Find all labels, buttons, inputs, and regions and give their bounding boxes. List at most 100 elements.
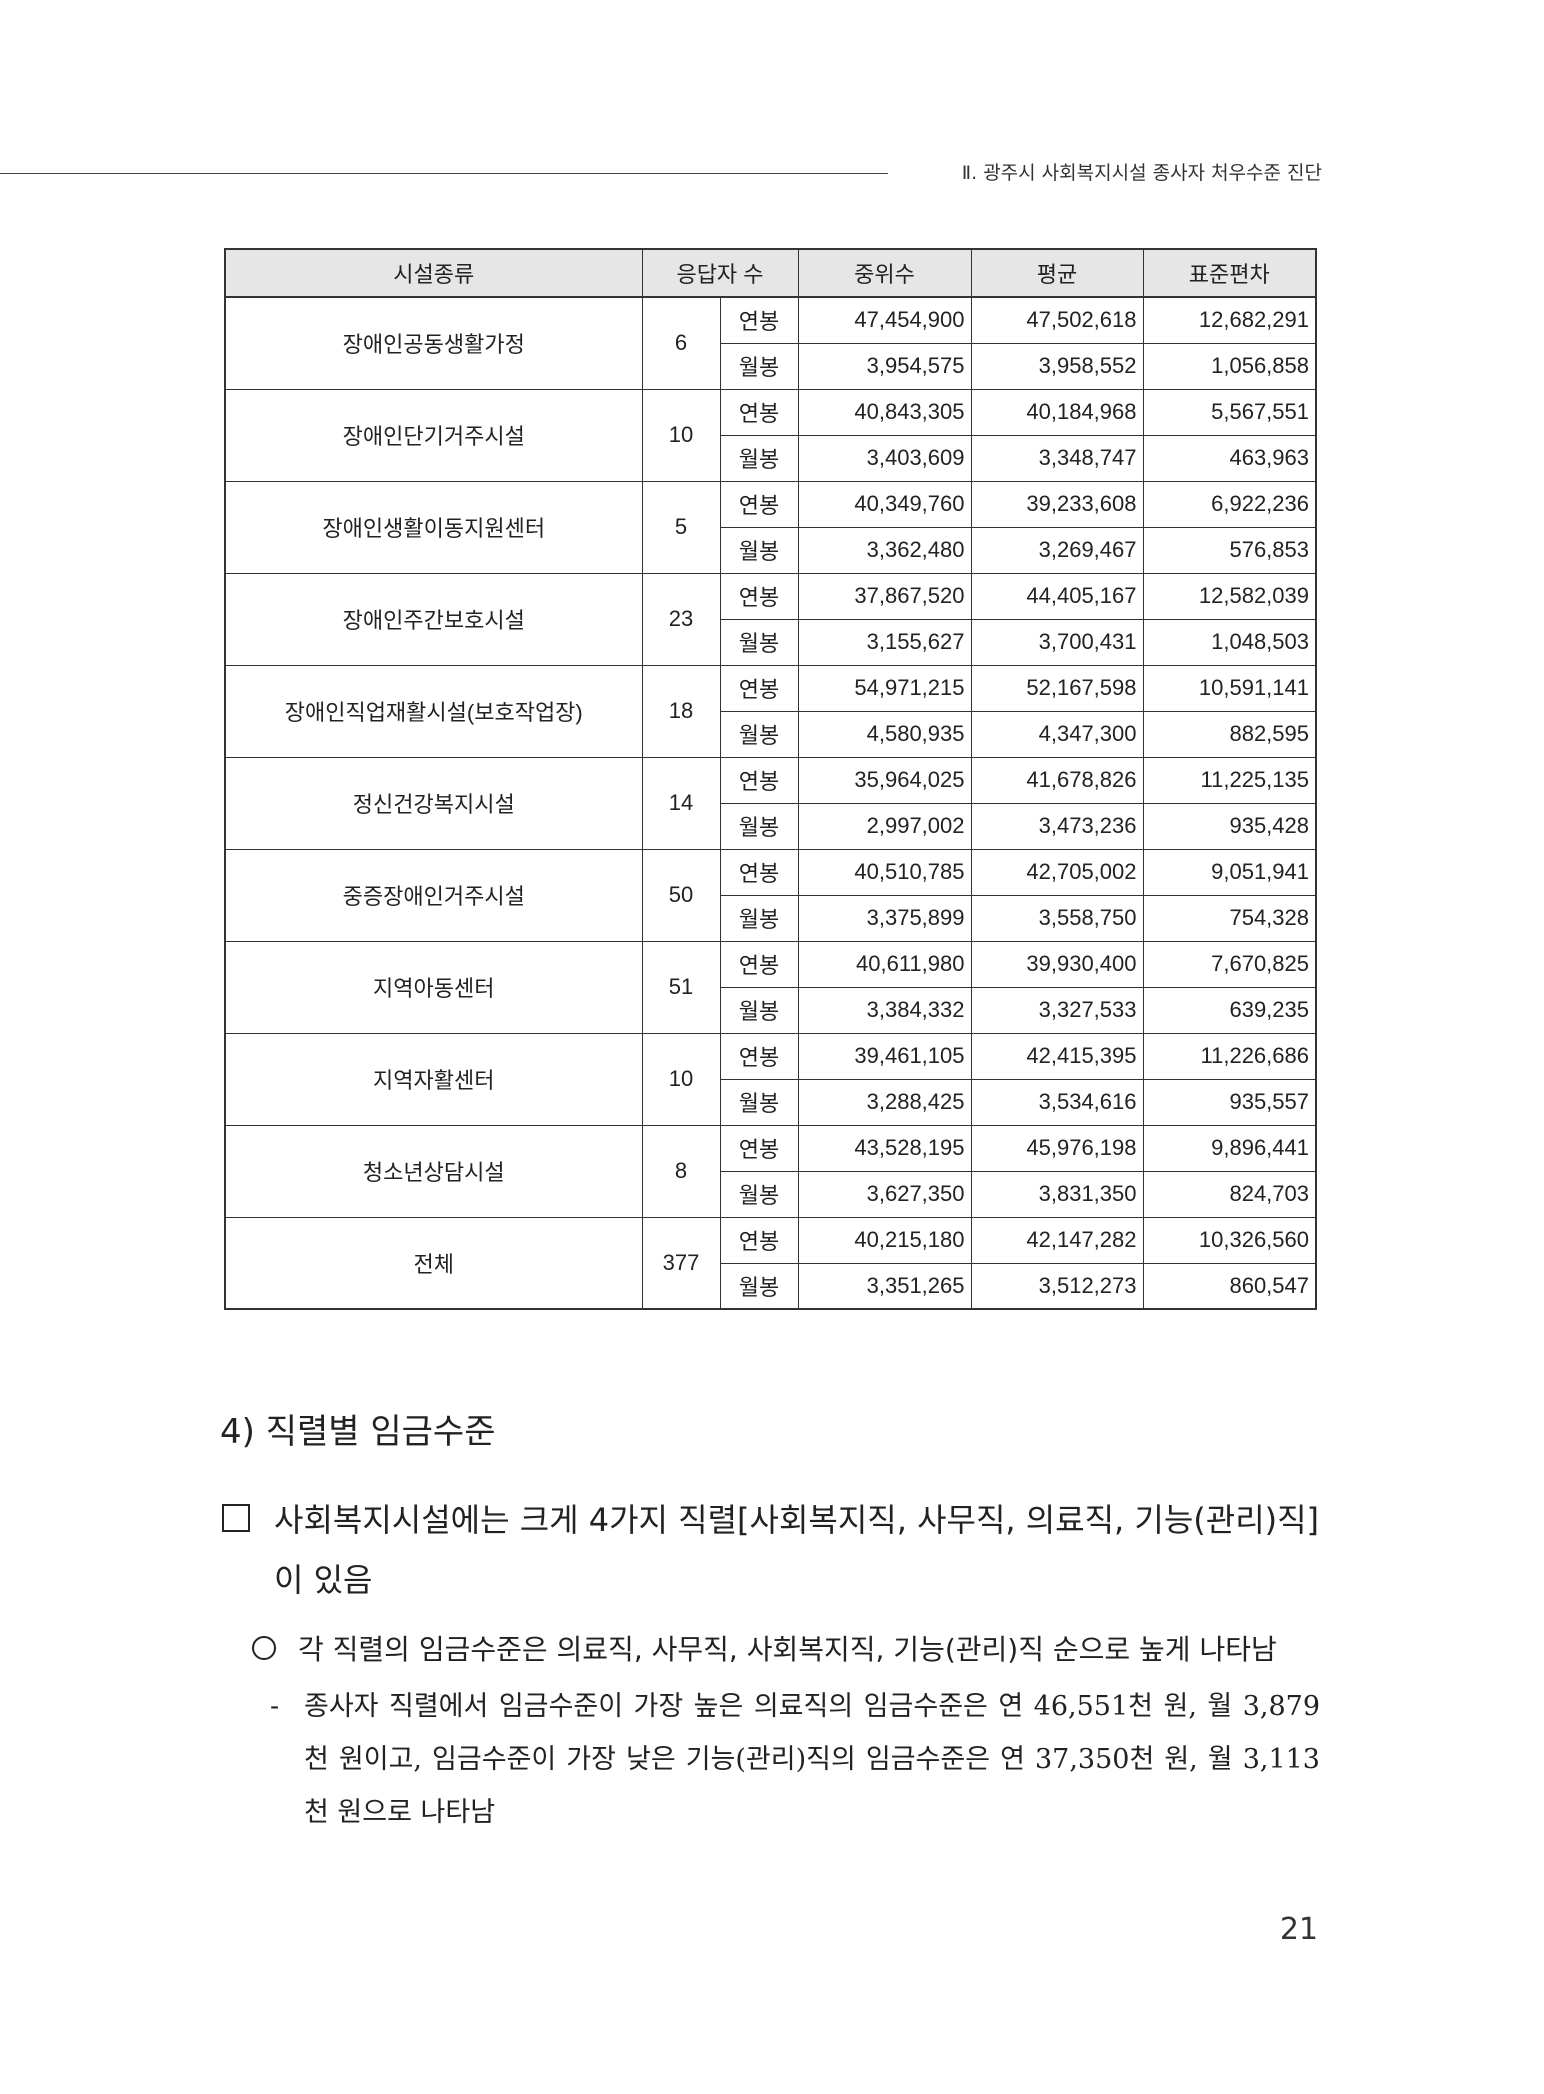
stddev-value: 7,670,825 — [1142, 940, 1317, 988]
facility-name: 장애인공동생활가정 — [224, 296, 643, 390]
median-value: 43,528,195 — [797, 1124, 972, 1172]
stddev-value: 9,051,941 — [1142, 848, 1317, 896]
table-row: 월봉 3,155,627 3,700,431 1,048,503 — [225, 618, 1317, 666]
pay-type-label: 연봉 — [719, 572, 799, 620]
respondent-count: 50 — [641, 848, 721, 942]
table-row: 월봉 3,627,350 3,831,350 824,703 — [225, 1170, 1317, 1218]
median-value: 47,454,900 — [797, 296, 972, 344]
facility-name: 장애인직업재활시설(보호작업장) — [224, 664, 643, 758]
stddev-value: 754,328 — [1142, 894, 1317, 942]
median-value: 37,867,520 — [797, 572, 972, 620]
stddev-value: 10,326,560 — [1142, 1216, 1317, 1264]
stddev-value: 860,547 — [1142, 1262, 1317, 1310]
respondent-count: 10 — [641, 388, 721, 482]
mean-value: 41,678,826 — [970, 756, 1144, 804]
stddev-value: 882,595 — [1142, 710, 1317, 758]
mean-value: 3,327,533 — [970, 986, 1144, 1034]
respondent-count: 10 — [641, 1032, 721, 1126]
stddev-value: 1,056,858 — [1142, 342, 1317, 390]
mean-value: 42,705,002 — [970, 848, 1144, 896]
stddev-value: 11,225,135 — [1142, 756, 1317, 804]
table-row: 월봉 3,351,265 3,512,273 860,547 — [225, 1262, 1317, 1310]
pay-type-label: 월봉 — [719, 986, 799, 1034]
facility-name: 중증장애인거주시설 — [224, 848, 643, 942]
median-value: 3,384,332 — [797, 986, 972, 1034]
salary-table: 시설종류 응답자 수 중위수 평균 표준편차 장애인공동생활가정 6 연봉 47,45… — [224, 248, 1317, 1310]
mean-value: 3,958,552 — [970, 342, 1144, 390]
page-number: 21 — [1279, 1912, 1318, 1947]
box-paragraph: 사회복지시설에는 크게 4가지 직렬[사회복지직, 사무직, 의료직, 기능(관… — [222, 1490, 1322, 1610]
facility-name: 장애인단기거주시설 — [224, 388, 643, 482]
pay-type-label: 연봉 — [719, 1216, 799, 1264]
facility-name: 지역아동센터 — [224, 940, 643, 1034]
pay-type-label: 월봉 — [719, 342, 799, 390]
pay-type-label: 월봉 — [719, 1262, 799, 1310]
col-header-facility: 시설종류 — [224, 248, 643, 298]
table-row: 지역아동센터 51 연봉 40,611,980 39,930,400 7,670,825 — [224, 940, 1317, 1034]
section-heading: 4) 직렬별 임금수준 — [220, 1412, 496, 1452]
median-value: 3,627,350 — [797, 1170, 972, 1218]
col-header-respondents: 응답자 수 — [641, 248, 799, 298]
dash-paragraph: - 종사자 직렬에서 임금수준이 가장 높은 의료직의 임금수준은 연 46,5… — [270, 1680, 1320, 1839]
median-value: 3,288,425 — [797, 1078, 972, 1126]
mean-value: 42,147,282 — [970, 1216, 1144, 1264]
table-row: 청소년상담시설 8 연봉 43,528,195 45,976,198 9,896,441 — [224, 1124, 1317, 1218]
pay-type-label: 월봉 — [719, 802, 799, 850]
respondent-count: 14 — [641, 756, 721, 850]
table-row: 장애인주간보호시설 23 연봉 37,867,520 44,405,167 12,582,… — [224, 572, 1317, 666]
pay-type-label: 연봉 — [719, 940, 799, 988]
median-value: 40,843,305 — [797, 388, 972, 436]
mean-value: 40,184,968 — [970, 388, 1144, 436]
mean-value: 3,512,273 — [970, 1262, 1144, 1310]
mean-value: 3,831,350 — [970, 1170, 1144, 1218]
table-row: 월봉 2,997,002 3,473,236 935,428 — [225, 802, 1317, 850]
mean-value: 42,415,395 — [970, 1032, 1144, 1080]
median-value: 40,215,180 — [797, 1216, 972, 1264]
median-value: 3,351,265 — [797, 1262, 972, 1310]
stddev-value: 463,963 — [1142, 434, 1317, 482]
median-value: 40,611,980 — [797, 940, 972, 988]
mean-value: 3,534,616 — [970, 1078, 1144, 1126]
facility-name: 장애인주간보호시설 — [224, 572, 643, 666]
table-row: 장애인단기거주시설 10 연봉 40,843,305 40,184,968 5,567,5… — [224, 388, 1317, 482]
pay-type-label: 연봉 — [719, 1032, 799, 1080]
mean-value: 39,233,608 — [970, 480, 1144, 528]
stddev-value: 11,226,686 — [1142, 1032, 1317, 1080]
box-paragraph-text: 사회복지시설에는 크게 4가지 직렬[사회복지직, 사무직, 의료직, 기능(관… — [274, 1501, 1320, 1599]
pay-type-label: 연봉 — [719, 388, 799, 436]
stddev-value: 12,682,291 — [1142, 296, 1317, 344]
median-value: 40,349,760 — [797, 480, 972, 528]
respondent-count: 5 — [641, 480, 721, 574]
respondent-count: 8 — [641, 1124, 721, 1218]
mean-value: 3,473,236 — [970, 802, 1144, 850]
pay-type-label: 월봉 — [719, 1170, 799, 1218]
pay-type-label: 연봉 — [719, 848, 799, 896]
stddev-value: 6,922,236 — [1142, 480, 1317, 528]
stddev-value: 935,557 — [1142, 1078, 1317, 1126]
pay-type-label: 월봉 — [719, 1078, 799, 1126]
mean-value: 52,167,598 — [970, 664, 1144, 712]
median-value: 54,971,215 — [797, 664, 972, 712]
pay-type-label: 연봉 — [719, 1124, 799, 1172]
respondent-count: 18 — [641, 664, 721, 758]
median-value: 39,461,105 — [797, 1032, 972, 1080]
table-row: 월봉 4,580,935 4,347,300 882,595 — [225, 710, 1317, 758]
stddev-value: 639,235 — [1142, 986, 1317, 1034]
circle-paragraph: 각 직렬의 임금수준은 의료직, 사무직, 사회복지직, 기능(관리)직 순으로… — [252, 1628, 1277, 1668]
circle-bullet-icon — [252, 1636, 276, 1660]
stddev-value: 12,582,039 — [1142, 572, 1317, 620]
median-value: 40,510,785 — [797, 848, 972, 896]
pay-type-label: 월봉 — [719, 434, 799, 482]
col-header-median: 중위수 — [797, 248, 972, 298]
stddev-value: 576,853 — [1142, 526, 1317, 574]
median-value: 3,954,575 — [797, 342, 972, 390]
table-row: 월봉 3,362,480 3,269,467 576,853 — [225, 526, 1317, 574]
mean-value: 45,976,198 — [970, 1124, 1144, 1172]
median-value: 3,375,899 — [797, 894, 972, 942]
facility-name: 장애인생활이동지원센터 — [224, 480, 643, 574]
pay-type-label: 월봉 — [719, 710, 799, 758]
mean-value: 3,348,747 — [970, 434, 1144, 482]
stddev-value: 9,896,441 — [1142, 1124, 1317, 1172]
mean-value: 3,558,750 — [970, 894, 1144, 942]
median-value: 2,997,002 — [797, 802, 972, 850]
